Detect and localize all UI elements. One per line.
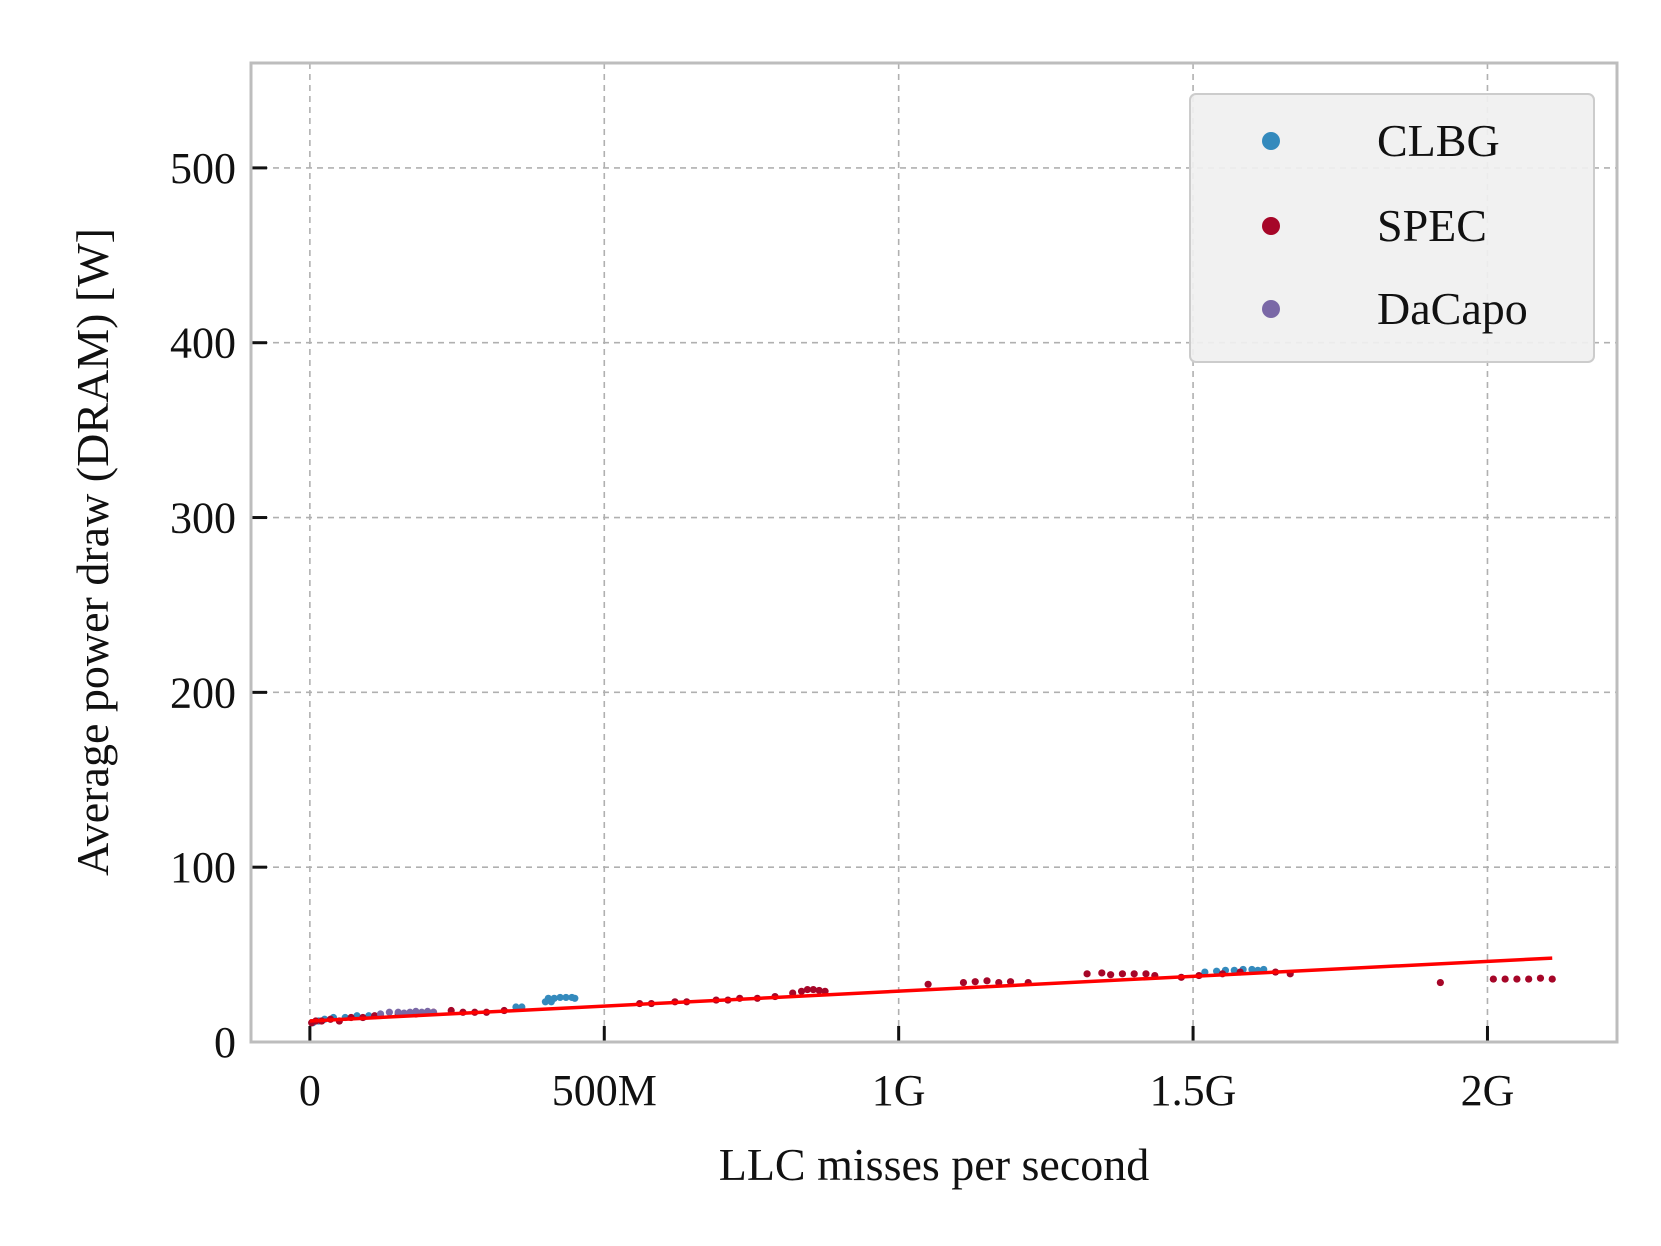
y-tick-label: 200 [170, 668, 236, 717]
legend-marker-dacapo [1262, 300, 1280, 318]
point-spec [1130, 970, 1138, 978]
legend: CLBG SPEC DaCapo [1189, 93, 1595, 363]
regression-line-group [309, 956, 1553, 1023]
point-clbg [544, 994, 552, 1002]
point-spec [1489, 975, 1497, 983]
point-spec [803, 985, 812, 994]
x-tick-label: 0 [299, 1066, 321, 1115]
point-spec [959, 978, 968, 987]
point-spec [1501, 975, 1509, 983]
y-tick-label: 300 [170, 494, 236, 543]
point-dacapo [406, 1008, 414, 1016]
point-dacapo [424, 1007, 432, 1016]
y-tick-label: 100 [170, 843, 236, 892]
legend-label-spec: SPEC [1377, 200, 1487, 251]
x-tick-label: 500M [552, 1066, 657, 1115]
axis-ticks: 0 500M 1G 1.5G 2G 0 100 200 300 400 500 [170, 144, 1514, 1115]
y-tick-label: 0 [214, 1018, 236, 1067]
y-tick-label: 500 [170, 144, 236, 193]
point-spec [1142, 970, 1150, 978]
x-tick-label: 2G [1461, 1066, 1515, 1115]
point-spec [1118, 970, 1127, 978]
point-spec [1083, 970, 1091, 978]
x-tick-label: 1.5G [1150, 1066, 1237, 1115]
point-dacapo [385, 1008, 393, 1016]
point-clbg [556, 993, 564, 1002]
point-spec [983, 977, 991, 985]
regression-line [309, 956, 1553, 1023]
legend-marker-spec [1262, 217, 1280, 235]
point-clbg [550, 994, 558, 1002]
point-spec [971, 978, 979, 986]
point-spec [1436, 978, 1444, 987]
legend-box [1189, 93, 1595, 363]
x-axis-label: LLC misses per second [719, 1139, 1150, 1190]
plot-frame [249, 61, 1619, 1044]
point-spec [1548, 975, 1556, 983]
point-clbg [562, 993, 570, 1002]
legend-marker-clbg [1262, 132, 1280, 150]
scatter-points [308, 965, 1556, 1027]
point-spec [1513, 975, 1521, 983]
point-spec [1098, 969, 1106, 977]
point-dacapo [412, 1007, 420, 1016]
point-clbg [1248, 965, 1256, 974]
point-spec [1536, 974, 1545, 982]
point-spec [924, 980, 932, 988]
y-tick-label: 400 [170, 319, 236, 368]
point-clbg [1213, 967, 1221, 975]
point-clbg [571, 994, 579, 1002]
point-spec [1107, 971, 1115, 979]
point-clbg [1230, 966, 1238, 974]
x-tick-label: 1G [872, 1066, 926, 1115]
point-spec [797, 987, 806, 995]
y-axis-label: Average power draw (DRAM) [W] [67, 228, 118, 876]
point-spec [815, 986, 823, 995]
point-spec [809, 985, 817, 994]
point-spec [1006, 978, 1015, 986]
legend-label-dacapo: DaCapo [1377, 283, 1528, 334]
legend-label-clbg: CLBG [1377, 115, 1500, 166]
point-spec [1525, 975, 1533, 983]
point-dacapo [394, 1008, 402, 1016]
